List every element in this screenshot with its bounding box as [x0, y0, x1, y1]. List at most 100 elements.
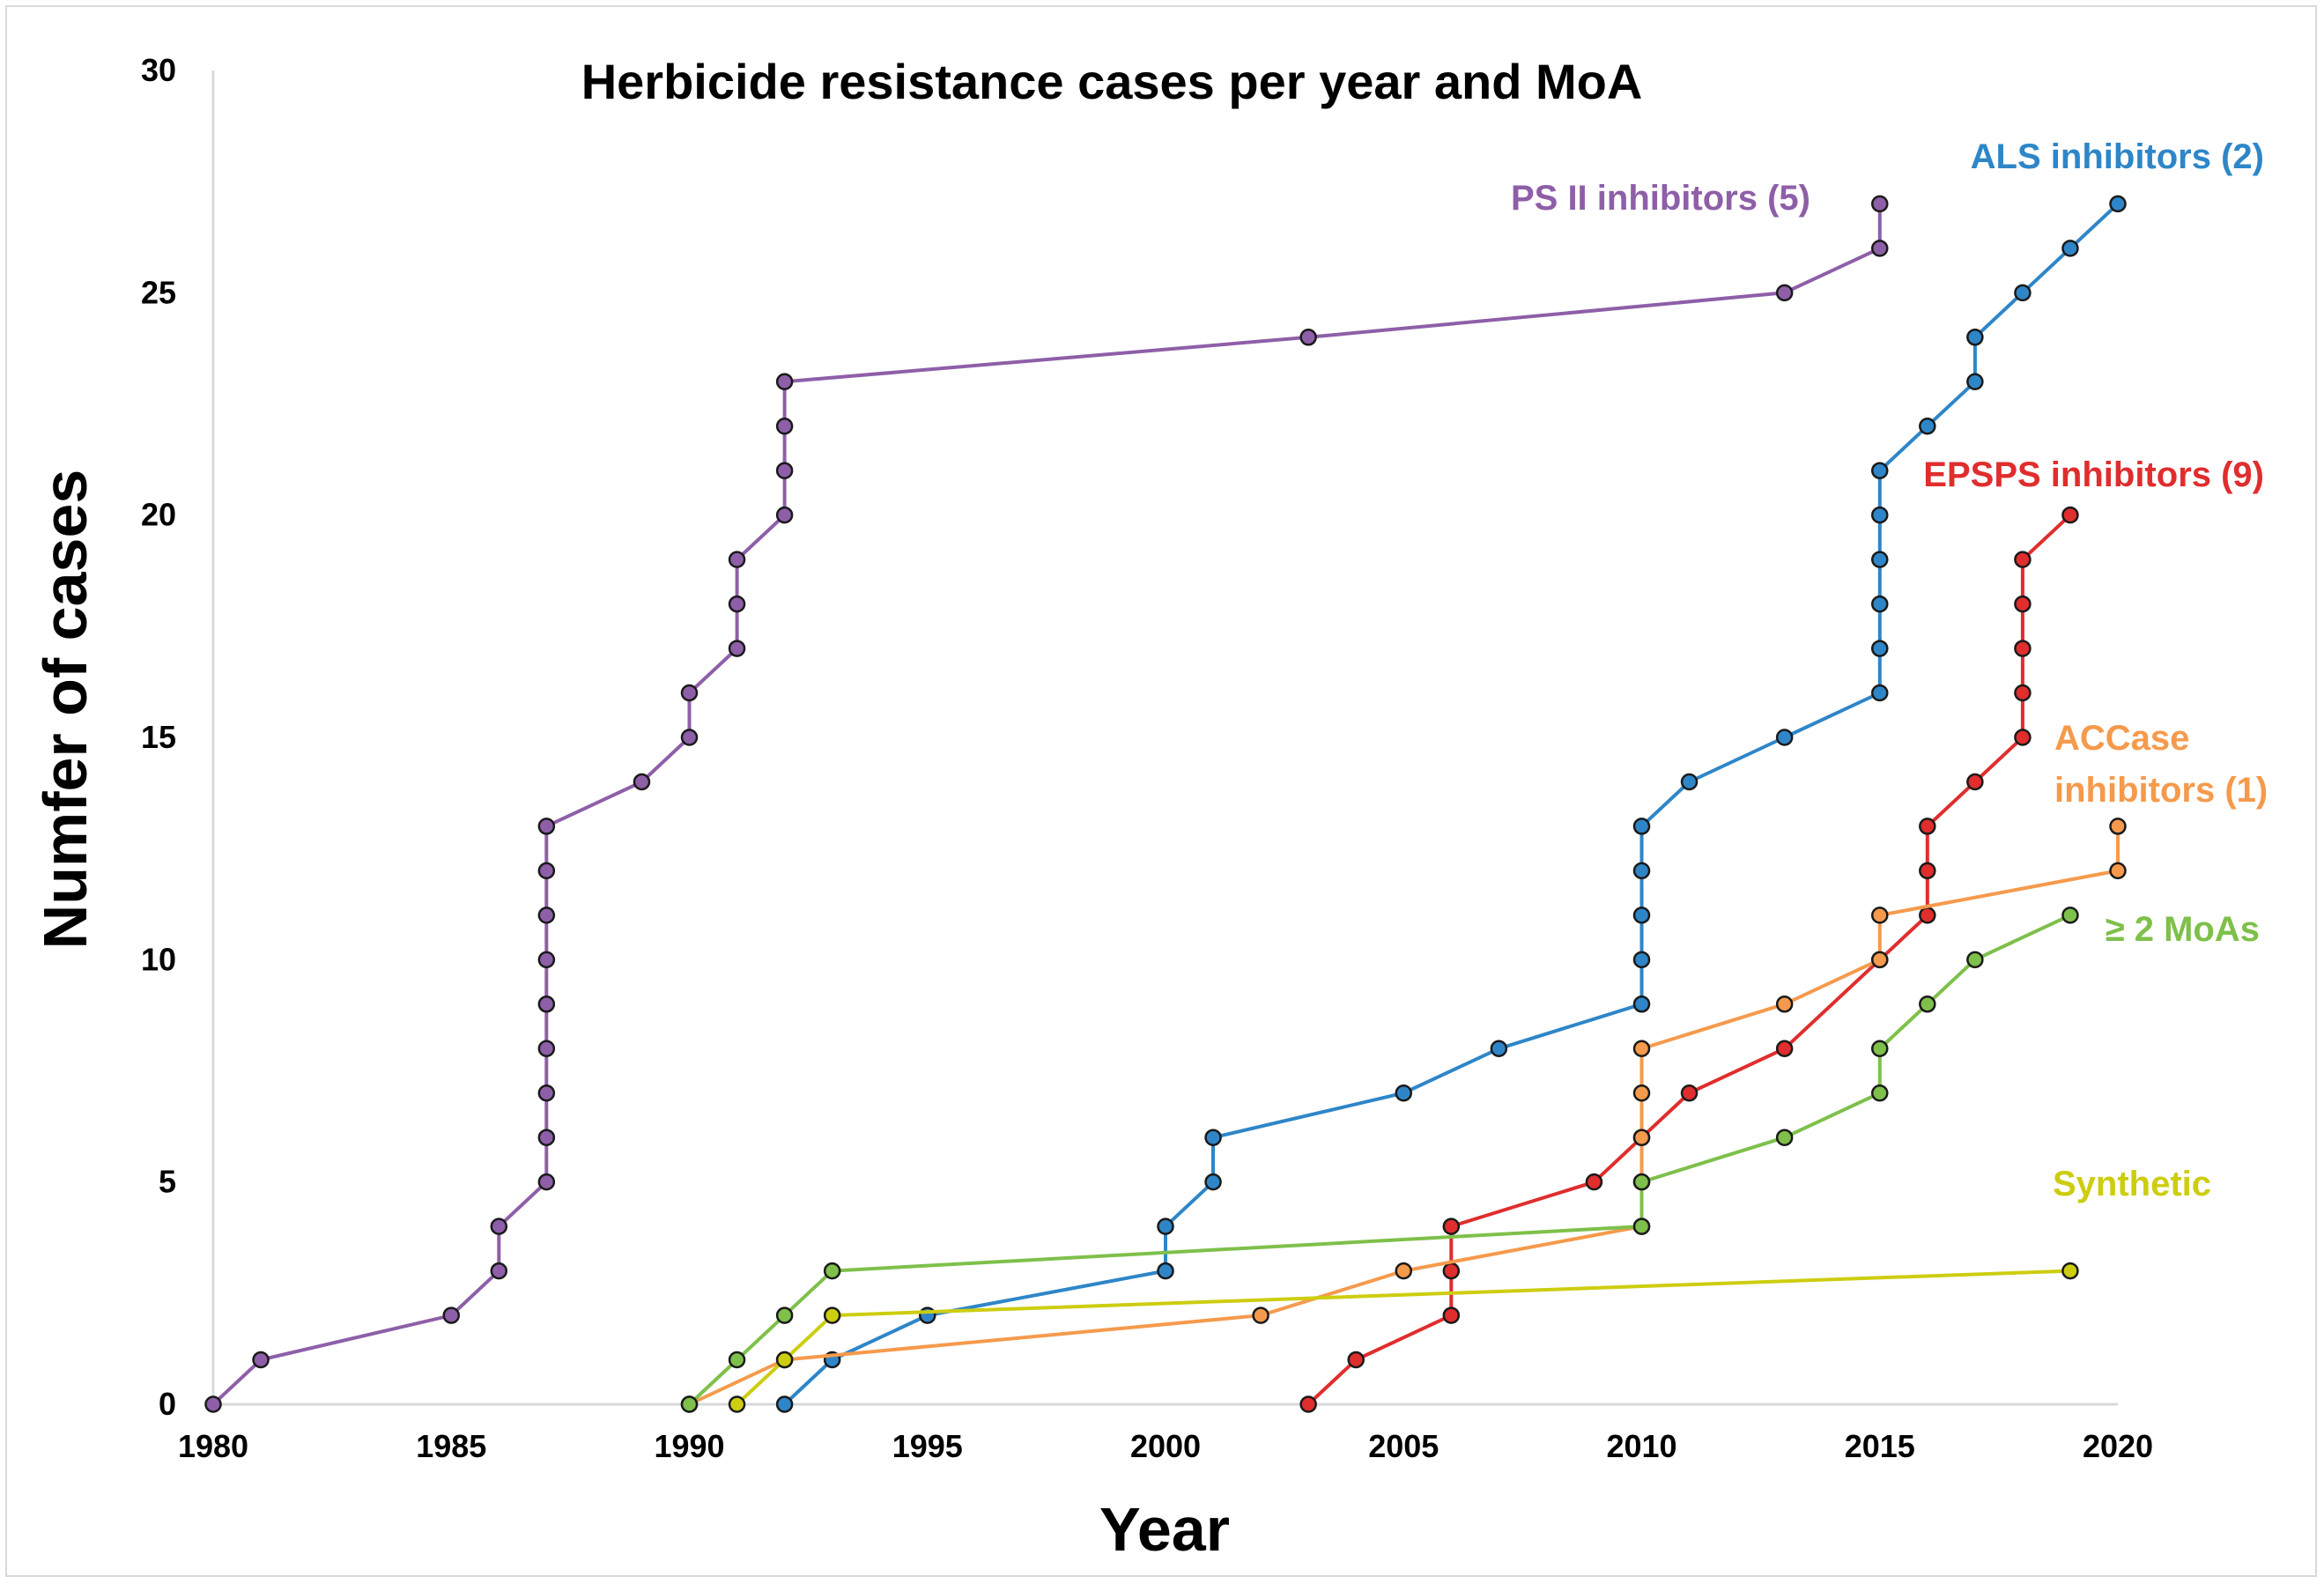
series-line: [1306, 514, 2072, 1406]
data-point: [1680, 1084, 1699, 1102]
data-point: [1966, 329, 1984, 346]
series-label: EPSPS inhibitors (9): [1923, 455, 2264, 494]
data-point: [2109, 818, 2127, 835]
data-point: [490, 1262, 508, 1280]
chart-frame: [5, 5, 2317, 1577]
data-point: [728, 595, 746, 613]
data-point: [537, 1129, 556, 1146]
data-point: [1252, 1306, 1269, 1324]
x-tick-label: 2000: [1130, 1428, 1201, 1464]
series-line: [736, 1269, 2070, 1406]
data-point: [2014, 595, 2032, 613]
series-labels: PS II inhibitors (5) ALS inhibitors (2) EP…: [1511, 137, 2268, 1203]
x-tick-label: 1980: [178, 1428, 248, 1464]
data-point: [728, 1395, 746, 1413]
series-label: ≥ 2 MoAs: [2106, 910, 2260, 949]
data-point: [2061, 907, 2079, 924]
data-point: [1585, 1173, 1603, 1191]
data-point: [1871, 907, 1889, 924]
y-axis-title: Numfer of cases: [31, 470, 100, 950]
data-point: [1299, 329, 1317, 346]
data-point: [1442, 1262, 1461, 1280]
y-tick-label: 10: [141, 941, 176, 977]
data-point: [1919, 862, 1936, 880]
data-point: [1775, 1040, 1794, 1058]
data-point: [442, 1306, 460, 1324]
data-point: [1632, 951, 1651, 969]
y-tick-label: 20: [141, 497, 176, 533]
data-point: [2014, 284, 2032, 302]
data-point: [680, 1395, 699, 1413]
data-point: [1871, 551, 1889, 568]
x-tick-label: 1995: [892, 1428, 963, 1464]
x-tick-label: 2005: [1368, 1428, 1439, 1464]
data-point: [1775, 284, 1794, 302]
data-point: [1775, 729, 1794, 746]
series-label: Synthetic: [2053, 1165, 2211, 1203]
series-layer: [204, 195, 2127, 1413]
data-point: [1871, 195, 1889, 213]
y-tick-label: 5: [159, 1164, 176, 1200]
data-point: [775, 373, 794, 391]
x-tick-label: 2010: [1606, 1428, 1676, 1464]
data-point: [1395, 1084, 1412, 1102]
data-point: [775, 1395, 794, 1413]
data-point: [1871, 506, 1889, 524]
data-point: [1632, 907, 1651, 924]
data-point: [1632, 862, 1651, 880]
data-point: [537, 1173, 556, 1191]
series-label: inhibitors (1): [2054, 771, 2268, 810]
x-tick-label: 1985: [416, 1428, 486, 1464]
series-line: [688, 914, 2071, 1406]
data-point: [1871, 595, 1889, 613]
data-point: [1299, 1395, 1317, 1413]
x-tick-label: 2020: [2083, 1428, 2153, 1464]
data-point: [537, 951, 556, 969]
data-point: [1632, 818, 1651, 835]
y-tick-label: 0: [159, 1386, 176, 1422]
data-point: [680, 729, 699, 746]
data-point: [775, 1351, 794, 1369]
series-line: [688, 825, 2120, 1406]
data-point: [1204, 1129, 1222, 1146]
data-point: [2014, 640, 2032, 657]
data-point: [775, 462, 794, 479]
data-point: [2061, 1262, 2079, 1280]
data-point: [2061, 506, 2079, 524]
data-point: [1157, 1218, 1174, 1235]
data-point: [537, 1040, 556, 1058]
data-point: [2014, 684, 2032, 702]
data-point: [1632, 1129, 1651, 1146]
data-point: [1871, 240, 1889, 257]
data-point: [1775, 1129, 1794, 1146]
data-point: [775, 417, 794, 435]
series-ps-ii-inhibitors-5: [204, 195, 1889, 1413]
data-point: [204, 1395, 222, 1413]
data-point: [1632, 1218, 1651, 1235]
series-label: ACCase: [2054, 719, 2189, 758]
data-point: [1871, 1084, 1889, 1102]
data-point: [1157, 1262, 1174, 1280]
data-point: [1775, 996, 1794, 1013]
data-point: [728, 551, 746, 568]
data-point: [775, 1306, 794, 1324]
series-line: [211, 204, 1882, 1406]
x-axis-title: Year: [1099, 1495, 1230, 1564]
data-point: [537, 996, 556, 1013]
y-tick-label: 15: [141, 719, 176, 755]
data-point: [1966, 773, 1984, 791]
x-tick-label: 2015: [1845, 1428, 1915, 1464]
data-point: [1871, 640, 1889, 657]
data-point: [728, 640, 746, 657]
axes: 1980 1985 1990 1995 2000 2005 2010 2015 20200510…: [141, 52, 2153, 1464]
data-point: [1919, 417, 1936, 435]
data-point: [1966, 951, 1984, 969]
data-point: [490, 1218, 508, 1235]
chart-title: Herbicide resistance cases per year and …: [581, 54, 1643, 109]
data-point: [728, 1351, 746, 1369]
data-point: [2061, 240, 2079, 257]
y-tick-label: 25: [141, 274, 176, 310]
data-point: [2014, 551, 2032, 568]
data-point: [1871, 951, 1889, 969]
data-point: [1347, 1351, 1365, 1369]
